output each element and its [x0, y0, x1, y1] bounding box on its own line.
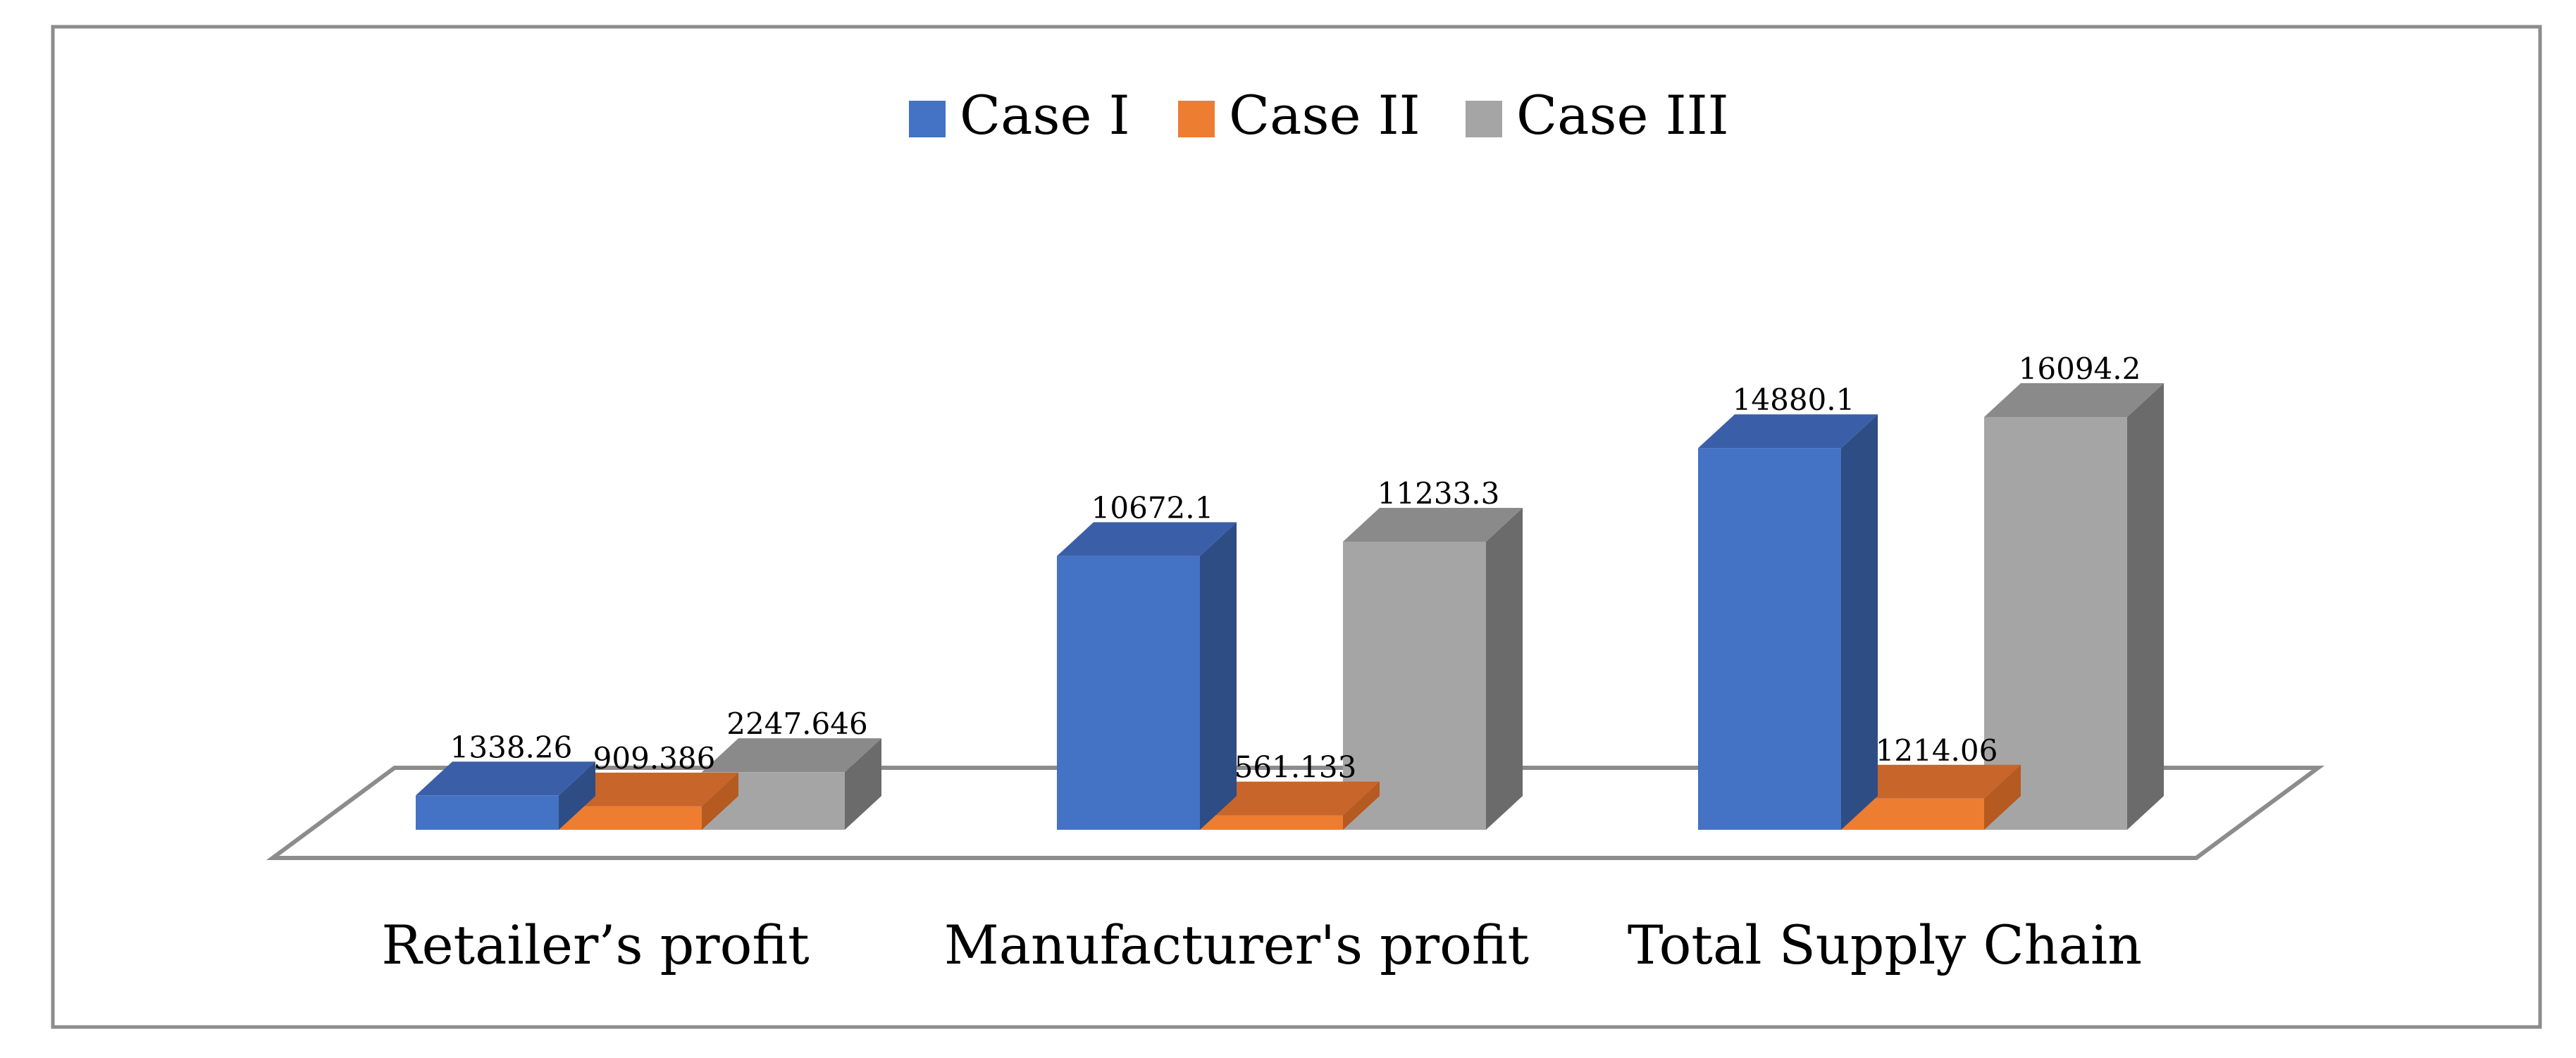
bar-total-supply-chain-case-i: [1698, 414, 1878, 830]
chart-floor: [266, 766, 2325, 860]
bar-front-face: [416, 795, 559, 830]
bar-total-supply-chain-case-ii: [1841, 764, 2021, 830]
bar-front-face: [559, 806, 702, 830]
category-label-total-supply-chain: Total Supply Chain: [1628, 914, 2142, 976]
bar-front-face: [1984, 417, 2127, 830]
data-label-total-supply-chain-case-ii: 1214.06: [1876, 733, 1998, 768]
bar-side-face: [1984, 764, 2021, 830]
data-labels: 2247.646 909.386 1338.26 11233.3 561.133 1067…: [450, 351, 2141, 785]
bar-manufacturer-s-profit-case-iii: [1343, 507, 1523, 830]
legend-swatch-case-i: [909, 101, 946, 137]
category-axis: Retailer’s profit Manufacturer's profit To…: [381, 914, 2142, 976]
bar-side-face: [2127, 383, 2164, 830]
category-label-manufacturer-s-profit: Manufacturer's profit: [944, 914, 1529, 976]
legend-item-case-iii[interactable]: Case III: [1466, 84, 1729, 147]
bar-side-face: [1343, 781, 1380, 830]
data-label-total-supply-chain-case-i: 14880.1: [1733, 382, 1855, 417]
legend-label-case-i: Case I: [960, 84, 1130, 147]
legend: Case I Case II Case III: [909, 84, 1729, 147]
data-label-manufacturer-s-profit-case-ii: 561.133: [1234, 750, 1357, 785]
bar-top-face: [1984, 383, 2164, 417]
bar-top-face: [559, 772, 738, 807]
plot-area: [416, 383, 2164, 830]
bar-manufacturer-s-profit-case-i: [1057, 522, 1237, 830]
bar-side-face: [1486, 507, 1523, 830]
data-label-total-supply-chain-case-iii: 16094.2: [2019, 351, 2141, 386]
bar-manufacturer-s-profit-case-ii: [1200, 781, 1380, 830]
bar-side-face: [845, 738, 881, 830]
data-label-retailer-s-profit-case-i: 1338.26: [450, 730, 573, 764]
bar-front-face: [1698, 448, 1841, 830]
bar-top-face: [702, 738, 881, 773]
legend-label-case-iii: Case III: [1516, 84, 1729, 147]
legend-label-case-ii: Case II: [1229, 84, 1420, 147]
bar-front-face: [1057, 556, 1200, 830]
data-label-manufacturer-s-profit-case-iii: 11233.3: [1377, 476, 1500, 511]
bar-front-face: [1200, 815, 1343, 830]
bar-top-face: [1200, 781, 1380, 816]
chart-frame: [51, 25, 2542, 1029]
bar-side-face: [702, 772, 738, 830]
bar-total-supply-chain-case-iii: [1984, 383, 2164, 830]
category-label-retailer-s-profit: Retailer’s profit: [381, 914, 809, 976]
data-label-retailer-s-profit-case-iii: 2247.646: [726, 707, 867, 741]
bar-retailer-s-profit-case-ii: [559, 772, 738, 830]
bar-side-face: [559, 761, 595, 830]
bar-top-face: [1343, 507, 1523, 542]
bar-top-face: [1841, 764, 2021, 799]
data-label-retailer-s-profit-case-ii: 909.386: [593, 741, 716, 776]
legend-swatch-case-ii: [1178, 101, 1215, 137]
bar-top-face: [1698, 414, 1878, 449]
legend-swatch-case-iii: [1466, 101, 1502, 137]
legend-item-case-i[interactable]: Case I: [909, 84, 1130, 147]
legend-item-case-ii[interactable]: Case II: [1178, 84, 1420, 147]
bar-side-face: [1200, 522, 1237, 830]
bar-top-face: [416, 761, 595, 796]
bar-top-face: [1057, 522, 1237, 556]
bar-retailer-s-profit-case-i: [416, 761, 595, 830]
bar-side-face: [1841, 414, 1878, 830]
data-label-manufacturer-s-profit-case-i: 10672.1: [1091, 490, 1214, 525]
